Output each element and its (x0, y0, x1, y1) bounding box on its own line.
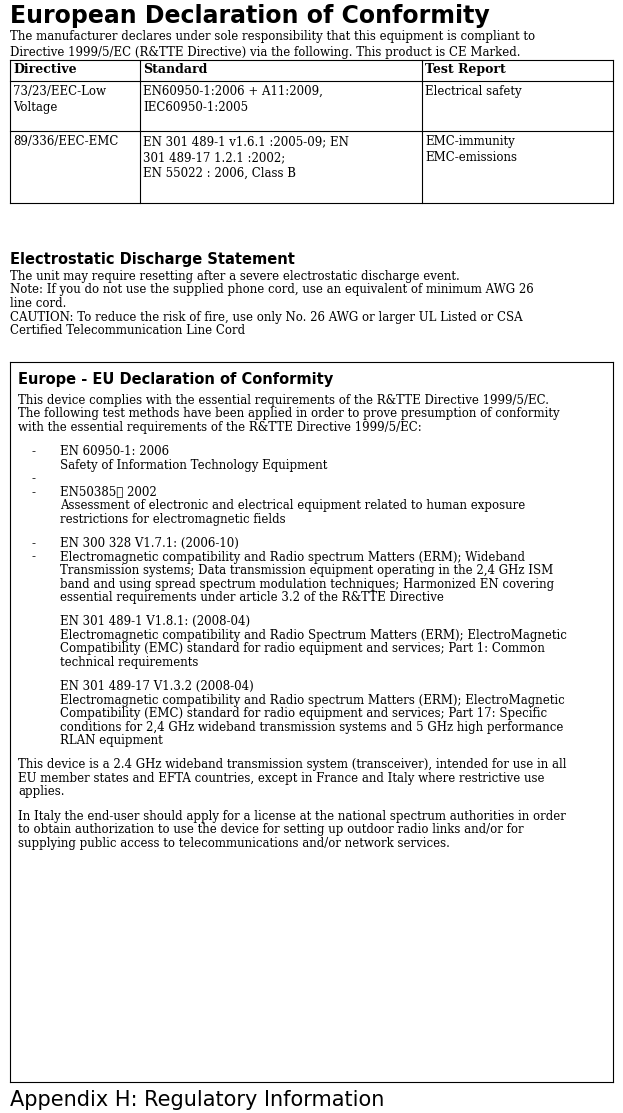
Text: EN60950-1:2006 + A11:2009,
IEC60950-1:2005: EN60950-1:2006 + A11:2009, IEC60950-1:20… (143, 85, 323, 114)
Text: RLAN equipment: RLAN equipment (60, 735, 163, 747)
Text: Transmission systems; Data transmission equipment operating in the 2,4 GHz ISM: Transmission systems; Data transmission … (60, 564, 553, 578)
Text: EN50385： 2002: EN50385： 2002 (60, 485, 157, 499)
Text: technical requirements: technical requirements (60, 656, 198, 669)
Text: to obtain authorization to use the device for setting up outdoor radio links and: to obtain authorization to use the devic… (18, 824, 523, 836)
Text: Compatibility (EMC) standard for radio equipment and services; Part 1: Common: Compatibility (EMC) standard for radio e… (60, 642, 545, 656)
Text: Electromagnetic compatibility and Radio spectrum Matters (ERM); ElectroMagnetic: Electromagnetic compatibility and Radio … (60, 693, 565, 707)
Text: Electromagnetic compatibility and Radio Spectrum Matters (ERM); ElectroMagnetic: Electromagnetic compatibility and Radio … (60, 629, 567, 642)
Text: The unit may require resetting after a severe electrostatic discharge event.: The unit may require resetting after a s… (10, 270, 460, 283)
Text: Appendix H: Regulatory Information: Appendix H: Regulatory Information (10, 1090, 384, 1110)
Text: EN 301 489-17 V1.3.2 (2008-04): EN 301 489-17 V1.3.2 (2008-04) (60, 680, 254, 693)
Text: Standard: Standard (143, 63, 207, 76)
Text: EN 301 489-1 V1.8.1: (2008-04): EN 301 489-1 V1.8.1: (2008-04) (60, 615, 250, 629)
Text: Electromagnetic compatibility and Radio spectrum Matters (ERM); Wideband: Electromagnetic compatibility and Radio … (60, 551, 525, 563)
Text: Compatibility (EMC) standard for radio equipment and services; Part 17: Specific: Compatibility (EMC) standard for radio e… (60, 707, 547, 720)
Text: with the essential requirements of the R&TTE Directive 1999/5/EC:: with the essential requirements of the R… (18, 421, 422, 434)
Text: This device is a 2.4 GHz wideband transmission system (transceiver), intended fo: This device is a 2.4 GHz wideband transm… (18, 758, 566, 771)
Text: EN 301 489-1 v1.6.1 :2005-09; EN
301 489-17 1.2.1 :2002;
EN 55022 : 2006, Class : EN 301 489-1 v1.6.1 :2005-09; EN 301 489… (143, 135, 349, 180)
Text: EN 300 328 V1.7.1: (2006-10): EN 300 328 V1.7.1: (2006-10) (60, 538, 239, 550)
Text: -: - (32, 551, 36, 563)
Text: -: - (32, 445, 36, 459)
Text: EMC-immunity
EMC-emissions: EMC-immunity EMC-emissions (425, 135, 517, 164)
Text: Safety of Information Technology Equipment: Safety of Information Technology Equipme… (60, 459, 327, 472)
Text: Electrostatic Discharge Statement: Electrostatic Discharge Statement (10, 252, 295, 267)
Text: Certified Telecommunication Line Cord: Certified Telecommunication Line Cord (10, 324, 245, 337)
Text: Test Report: Test Report (425, 63, 506, 76)
Text: -: - (32, 472, 36, 485)
Text: Note: If you do not use the supplied phone cord, use an equivalent of minimum AW: Note: If you do not use the supplied pho… (10, 284, 534, 296)
Text: In Italy the end-user should apply for a license at the national spectrum author: In Italy the end-user should apply for a… (18, 810, 566, 823)
Text: line cord.: line cord. (10, 297, 67, 311)
Text: The manufacturer declares under sole responsibility that this equipment is compl: The manufacturer declares under sole res… (10, 30, 535, 59)
Text: 89/336/EEC-EMC: 89/336/EEC-EMC (13, 135, 118, 148)
Text: essential requirements under article 3.2 of the R&TTE Directive: essential requirements under article 3.2… (60, 591, 444, 604)
Text: Europe - EU Declaration of Conformity: Europe - EU Declaration of Conformity (18, 372, 333, 387)
Text: Assessment of electronic and electrical equipment related to human exposure: Assessment of electronic and electrical … (60, 500, 525, 512)
Text: band and using spread spectrum modulation techniques; Harmonized EN covering: band and using spread spectrum modulatio… (60, 578, 554, 591)
Text: supplying public access to telecommunications and/or network services.: supplying public access to telecommunica… (18, 837, 450, 850)
Text: European Declaration of Conformity: European Declaration of Conformity (10, 4, 490, 28)
Text: -: - (32, 485, 36, 499)
Text: The following test methods have been applied in order to prove presumption of co: The following test methods have been app… (18, 407, 559, 421)
Text: EN 60950-1: 2006: EN 60950-1: 2006 (60, 445, 169, 459)
Text: EU member states and EFTA countries, except in France and Italy where restrictiv: EU member states and EFTA countries, exc… (18, 772, 545, 785)
Text: -: - (32, 538, 36, 550)
Text: applies.: applies. (18, 786, 65, 798)
Text: conditions for 2,4 GHz wideband transmission systems and 5 GHz high performance: conditions for 2,4 GHz wideband transmis… (60, 721, 563, 733)
Text: This device complies with the essential requirements of the R&TTE Directive 1999: This device complies with the essential … (18, 394, 549, 407)
Text: restrictions for electromagnetic fields: restrictions for electromagnetic fields (60, 513, 285, 525)
Text: Directive: Directive (13, 63, 77, 76)
Text: CAUTION: To reduce the risk of fire, use only No. 26 AWG or larger UL Listed or : CAUTION: To reduce the risk of fire, use… (10, 311, 523, 324)
Text: Electrical safety: Electrical safety (425, 85, 521, 98)
Text: 73/23/EEC-Low
Voltage: 73/23/EEC-Low Voltage (13, 85, 106, 114)
